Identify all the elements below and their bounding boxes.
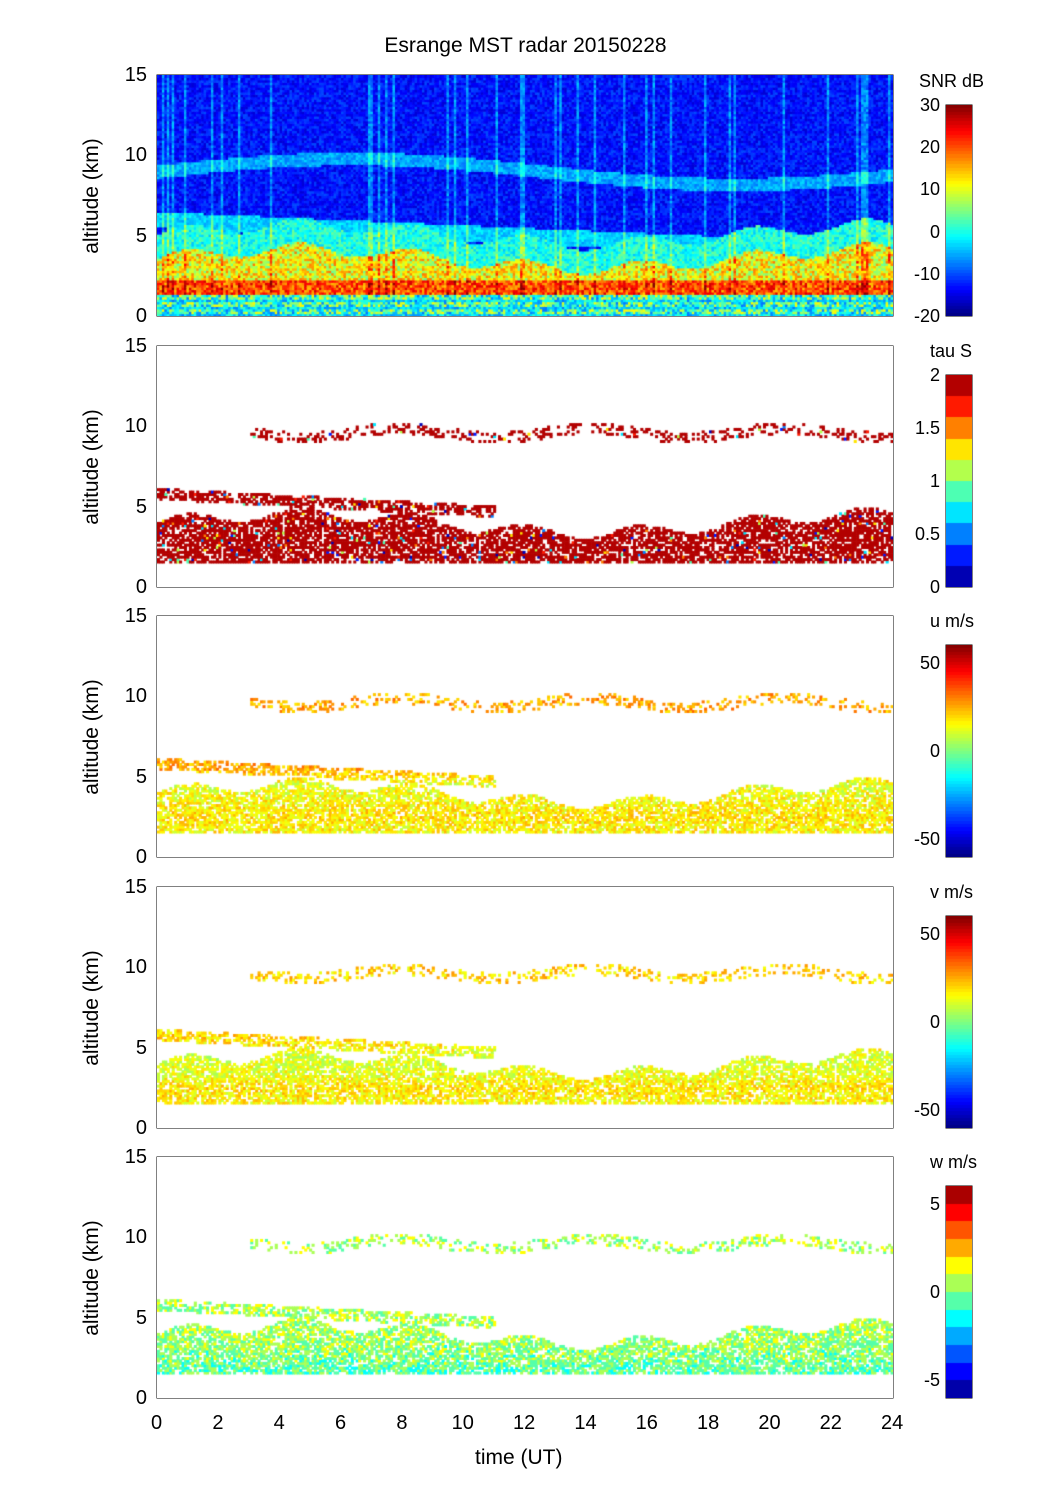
colorbar-tick-label: 10	[919, 179, 940, 200]
x-tick-label: 6	[335, 1412, 347, 1434]
chart-title: Esrange MST radar 20150228	[384, 34, 667, 57]
colorbar-tick-label: 30	[919, 95, 940, 115]
x-tick-label: 14	[574, 1412, 597, 1434]
y-tick-label: 10	[124, 144, 147, 167]
x-tick-label: 16	[635, 1412, 658, 1434]
y-tick-label: 0	[135, 1387, 147, 1409]
y-tick-label: 10	[124, 415, 147, 438]
colorbar-label: w m/s	[930, 1152, 977, 1172]
y-tick-label: 5	[135, 765, 147, 788]
x-tick-label: 20	[758, 1412, 781, 1434]
colorbar-tick-label: 0.5	[914, 524, 940, 544]
colorbar-tick-label: 0	[929, 221, 940, 242]
x-tick-label: 12	[513, 1412, 536, 1434]
colorbar-tick-label: -10	[913, 263, 940, 284]
colorbar-tick-label: -50	[913, 829, 940, 850]
colorbar-v	[946, 916, 972, 1128]
y-tick-label: 15	[124, 876, 147, 898]
y-tick-label: 0	[135, 1117, 147, 1139]
colorbar-tick-label: 0	[929, 577, 940, 597]
colorbar-tick-label: 5	[929, 1193, 940, 1214]
colorbar-label: u m/s	[930, 611, 975, 631]
colorbar-tick-label: -5	[923, 1370, 940, 1391]
y-tick-label: 0	[135, 576, 147, 598]
y-tick-label: 5	[135, 1306, 147, 1329]
colorbar-label: SNR dB	[919, 71, 985, 91]
y-axis-label: altitude (km)	[80, 949, 103, 1066]
colorbar-tick-label: 50	[919, 923, 940, 944]
x-tick-label: 8	[396, 1412, 408, 1434]
colorbar-tick-label: 0	[929, 1012, 940, 1032]
colorbar-u	[946, 645, 972, 857]
heatmap-tau	[157, 346, 893, 587]
colorbar-label: tau S	[930, 341, 973, 361]
colorbar-w	[946, 1186, 972, 1398]
y-tick-label: 10	[124, 1226, 147, 1249]
y-tick-label: 15	[124, 605, 147, 627]
heatmap-snr	[157, 75, 893, 316]
heatmap-u	[157, 616, 893, 857]
x-tick-label: 2	[212, 1412, 224, 1434]
x-axis-label: time (UT)	[475, 1446, 563, 1469]
colorbar-snr	[946, 105, 972, 316]
heatmap-v	[157, 887, 893, 1128]
y-tick-label: 10	[124, 956, 147, 979]
y-axis-label: altitude (km)	[80, 137, 103, 254]
y-axis-label: altitude (km)	[80, 678, 103, 795]
y-tick-label: 10	[124, 685, 147, 708]
colorbar-label: v m/s	[930, 882, 973, 902]
y-tick-label: 15	[124, 1146, 147, 1168]
colorbar-tau	[946, 375, 972, 587]
x-tick-label: 22	[819, 1412, 842, 1434]
y-tick-label: 15	[124, 335, 147, 357]
colorbar-tick-label: 0	[929, 1282, 940, 1302]
x-tick-label: 18	[697, 1412, 720, 1434]
y-axis-label: altitude (km)	[80, 1219, 103, 1336]
colorbar-tick-label: 0	[929, 741, 940, 761]
y-tick-label: 5	[135, 1036, 147, 1059]
colorbar-tick-label: 1	[929, 471, 940, 491]
x-tick-label: 24	[881, 1412, 904, 1434]
y-tick-label: 15	[124, 64, 147, 86]
y-tick-label: 0	[135, 846, 147, 868]
heatmap-w	[157, 1157, 893, 1398]
colorbar-tick-label: 20	[919, 137, 940, 158]
y-tick-label: 0	[135, 305, 147, 327]
colorbar-tick-label: 50	[919, 652, 940, 673]
colorbar-tick-label: -50	[913, 1100, 940, 1121]
colorbar-tick-label: 2	[929, 365, 940, 385]
y-tick-label: 5	[135, 495, 147, 518]
x-tick-label: 0	[151, 1412, 163, 1434]
x-tick-label: 10	[451, 1412, 474, 1434]
y-axis-label: altitude (km)	[80, 408, 103, 525]
y-tick-label: 5	[135, 224, 147, 247]
colorbar-tick-label: -20	[913, 306, 940, 326]
x-tick-label: 4	[273, 1412, 285, 1434]
colorbar-tick-label: 1.5	[914, 418, 940, 438]
